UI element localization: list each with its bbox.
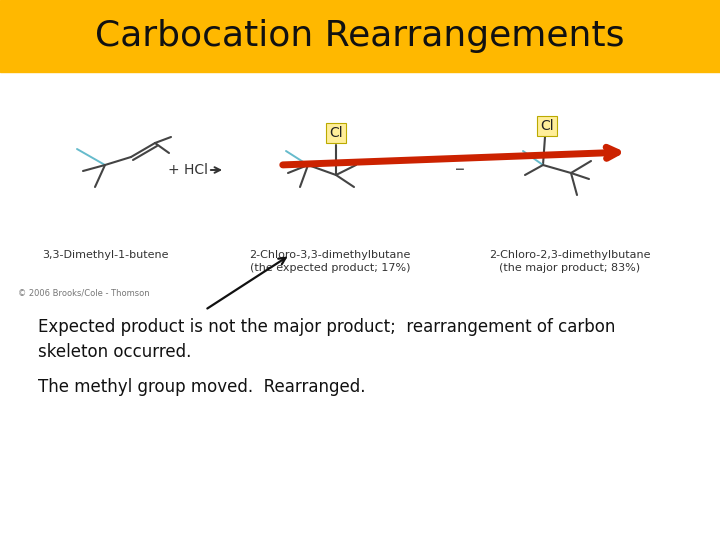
Text: 2-Chloro-2,3-dimethylbutane
(the major product; 83%): 2-Chloro-2,3-dimethylbutane (the major p…: [490, 250, 651, 273]
Text: 3,3-Dimethyl-1-butene: 3,3-Dimethyl-1-butene: [42, 250, 168, 260]
Bar: [0, 0, 720, 72]
Text: + HCl: + HCl: [168, 163, 208, 177]
Text: Cl: Cl: [329, 126, 343, 140]
Text: The methyl group moved.  Rearranged.: The methyl group moved. Rearranged.: [38, 378, 366, 396]
Text: 2-Chloro-3,3-dimethylbutane
(the expected product; 17%): 2-Chloro-3,3-dimethylbutane (the expecte…: [249, 250, 410, 273]
Text: Cl: Cl: [540, 119, 554, 133]
Text: –: –: [455, 160, 465, 179]
Text: © 2006 Brooks/Cole - Thomson: © 2006 Brooks/Cole - Thomson: [18, 288, 150, 297]
Text: Expected product is not the major product;  rearrangement of carbon
skeleton occ: Expected product is not the major produc…: [38, 318, 616, 361]
Text: Carbocation Rearrangements: Carbocation Rearrangements: [95, 19, 625, 53]
